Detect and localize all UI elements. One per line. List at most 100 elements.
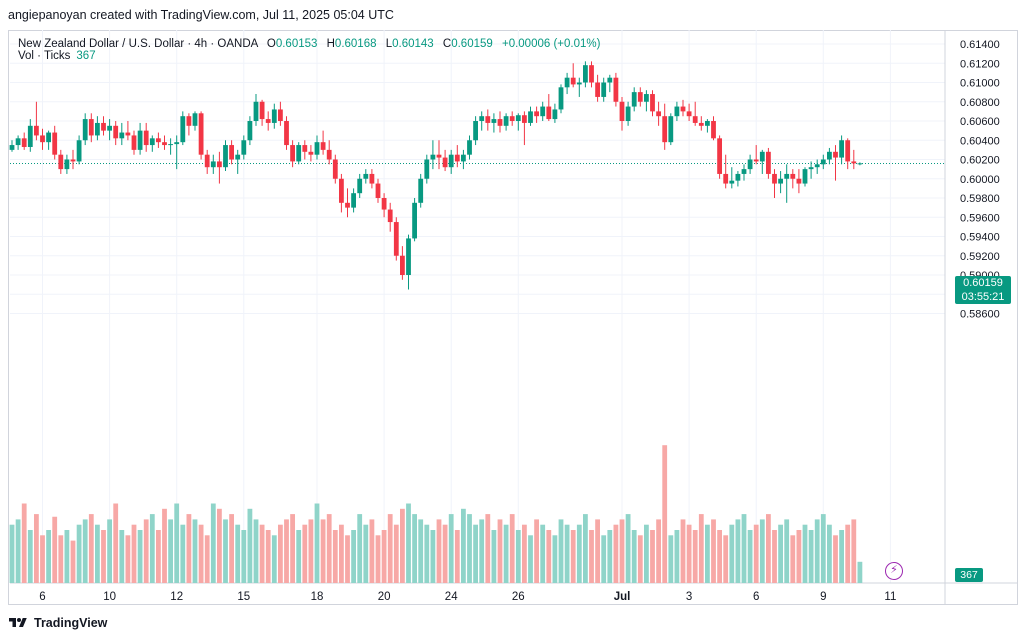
volume-bar — [223, 519, 228, 583]
volume-bar — [748, 530, 753, 583]
volume-bar — [345, 535, 350, 583]
candle-body — [351, 193, 356, 207]
candle-body — [504, 116, 509, 126]
candle-body — [553, 109, 558, 119]
volume-bar — [461, 509, 466, 583]
candle-body — [662, 116, 667, 142]
footer: TradingView — [8, 612, 107, 634]
footer-brand: TradingView — [34, 616, 107, 630]
volume-bar — [553, 535, 558, 583]
candle-body — [833, 152, 838, 158]
candle-body — [180, 116, 185, 142]
volume-bar — [705, 525, 710, 583]
candle-body — [138, 131, 143, 150]
volume-bar — [485, 514, 490, 583]
volume-bar — [290, 514, 295, 583]
candle-body — [193, 113, 198, 126]
candle-body — [388, 210, 393, 223]
volume-label[interactable]: Vol · Ticks — [18, 50, 70, 62]
volume-bar — [321, 519, 326, 583]
candle-body — [827, 152, 832, 160]
candle-body — [681, 107, 686, 112]
candle-body — [485, 116, 490, 123]
volume-bar — [254, 519, 259, 583]
volume-bar — [528, 535, 533, 583]
candle-body — [772, 174, 777, 184]
volume-bar — [632, 530, 637, 583]
symbol-label[interactable]: New Zealand Dollar / U.S. Dollar · 4h · … — [18, 38, 258, 50]
candle-body — [107, 126, 112, 131]
candle-body — [418, 179, 423, 203]
x-tick-label: 9 — [820, 591, 826, 603]
candle-body — [370, 174, 375, 184]
candle-body — [516, 115, 521, 121]
candle-body — [650, 94, 655, 111]
candle-body — [821, 160, 826, 165]
volume-bar — [790, 535, 795, 583]
high-value: 0.60168 — [335, 38, 377, 50]
candle-body — [473, 121, 478, 140]
volume-bar — [467, 514, 472, 583]
volume-bar — [284, 519, 289, 583]
price-chart[interactable]: 0.614000.612000.610000.608000.606000.604… — [0, 0, 1024, 642]
candle-body — [10, 145, 15, 150]
x-tick-label: 20 — [378, 591, 391, 603]
candle-body — [339, 179, 344, 203]
candle-body — [583, 65, 588, 82]
lightning-icon[interactable]: ⚡ — [885, 562, 903, 580]
volume-bar — [180, 525, 185, 583]
candle-body — [376, 184, 381, 198]
volume-bar — [742, 514, 747, 583]
y-tick-label: 0.61400 — [960, 39, 1000, 51]
volume-bar — [595, 519, 600, 583]
volume-bar — [211, 504, 216, 584]
candle-body — [16, 138, 21, 145]
candle-body — [601, 83, 606, 97]
candle-body — [83, 119, 88, 140]
candle-body — [58, 155, 63, 169]
candle-body — [656, 111, 661, 116]
candle-body — [479, 116, 484, 121]
candle-body — [254, 102, 259, 121]
volume-bar — [736, 519, 741, 583]
candle-body — [699, 123, 704, 126]
volume-bar — [717, 530, 722, 583]
volume-bar — [437, 519, 442, 583]
candle-body — [89, 119, 94, 135]
candle-body — [431, 155, 436, 160]
volume-bar — [150, 514, 155, 583]
candle-body — [52, 133, 57, 155]
volume-bar — [668, 535, 673, 583]
volume-bar — [327, 514, 332, 583]
volume-bar — [662, 445, 667, 583]
volume-bar — [656, 519, 661, 583]
y-tick-label: 0.59800 — [960, 193, 1000, 205]
candle-body — [839, 140, 844, 157]
volume-bar — [431, 530, 436, 583]
volume-bar — [174, 504, 179, 584]
candle-body — [809, 167, 814, 169]
bar-countdown: 03:55:21 — [955, 290, 1011, 304]
candle-body — [675, 107, 680, 117]
volume-bar — [803, 525, 808, 583]
volume-bar — [260, 525, 265, 583]
volume-bar — [71, 541, 76, 583]
volume-bar — [559, 519, 564, 583]
y-tick-label: 0.60200 — [960, 155, 1000, 167]
candle-body — [607, 78, 612, 83]
candle-body — [571, 78, 576, 85]
volume-bar — [162, 509, 167, 583]
symbol-legend: New Zealand Dollar / U.S. Dollar · 4h · … — [18, 36, 600, 52]
volume-bar — [351, 530, 356, 583]
volume-bar — [418, 519, 423, 583]
volume-bar — [315, 504, 320, 584]
volume-bar — [498, 519, 503, 583]
close-label: C — [443, 38, 451, 50]
candle-body — [510, 116, 515, 121]
candle-body — [742, 169, 747, 174]
candle-body — [235, 155, 240, 160]
volume-bar — [675, 530, 680, 583]
candle-body — [345, 203, 350, 208]
candle-body — [327, 150, 332, 160]
volume-bar — [388, 514, 393, 583]
